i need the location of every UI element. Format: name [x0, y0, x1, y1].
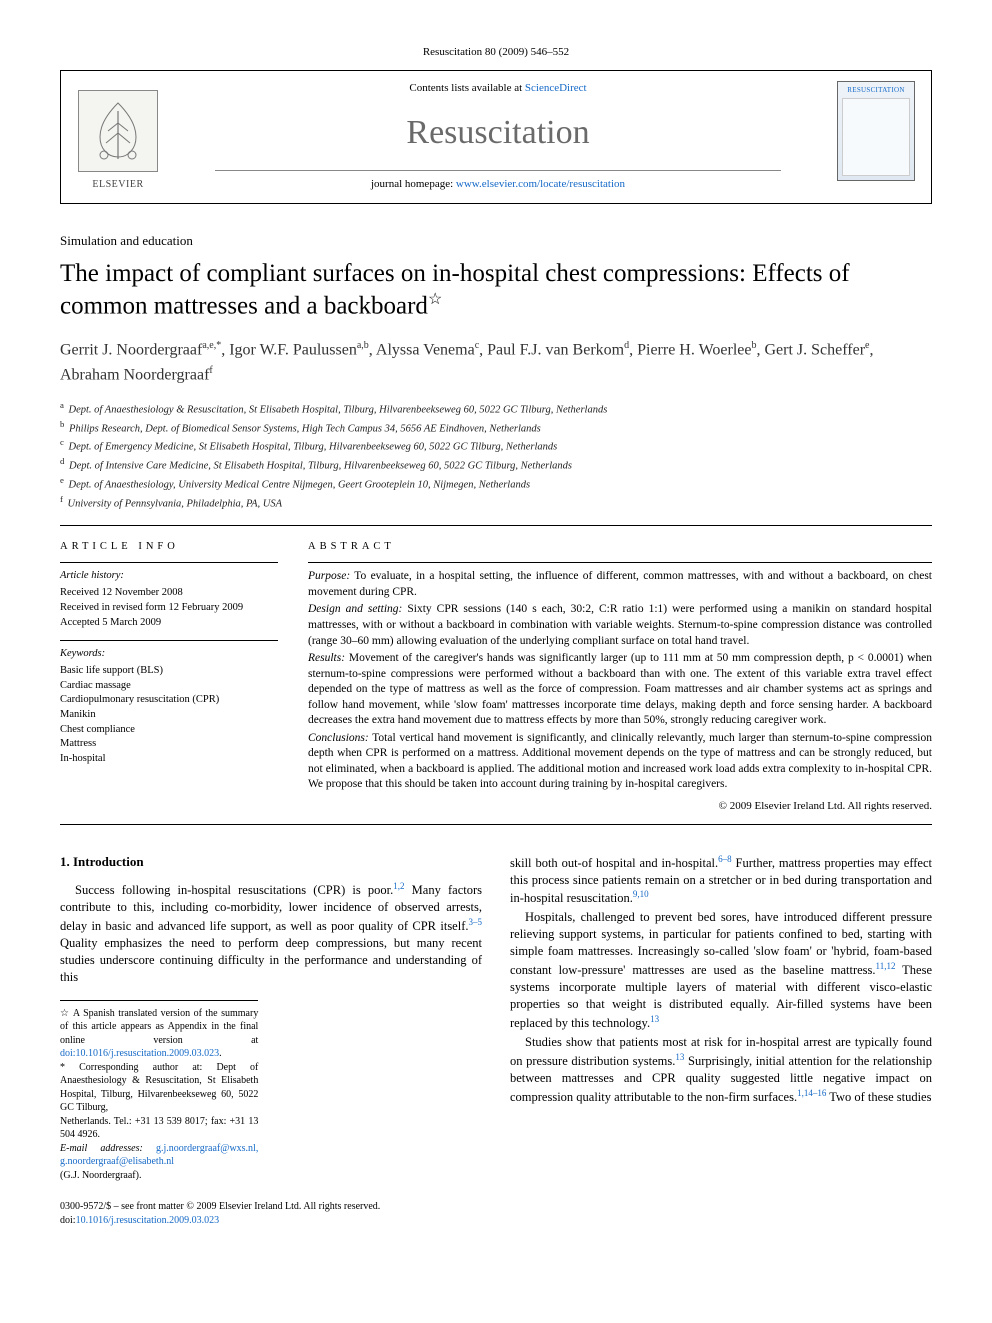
affiliation-line: f University of Pennsylvania, Philadelph…: [60, 493, 932, 512]
journal-name: Resuscitation: [175, 110, 821, 156]
abstract-paragraph: Conclusions: Total vertical hand movemen…: [308, 731, 932, 793]
article-title-text: The impact of compliant surfaces on in-h…: [60, 260, 850, 319]
running-head: Resuscitation 80 (2009) 546–552: [60, 45, 932, 60]
footnote-corresponding: * Corresponding author at: Dept of Anaes…: [60, 1061, 258, 1115]
affiliation-line: b Philips Research, Dept. of Biomedical …: [60, 418, 932, 437]
article-history-block: Article history: Received 12 November 20…: [60, 569, 278, 630]
keyword-line: Cardiopulmonary resuscitation (CPR): [60, 693, 278, 708]
affiliation-line: a Dept. of Anaesthesiology & Resuscitati…: [60, 399, 932, 418]
journal-cover-icon: RESUSCITATION: [837, 81, 915, 181]
keyword-line: Manikin: [60, 708, 278, 723]
contents-prefix: Contents lists available at: [409, 82, 524, 94]
history-line: Received in revised form 12 February 200…: [60, 601, 278, 616]
keywords-block: Keywords: Basic life support (BLS)Cardia…: [60, 647, 278, 767]
footer-doi-prefix: doi:: [60, 1215, 76, 1226]
contents-available-line: Contents lists available at ScienceDirec…: [175, 81, 821, 96]
journal-masthead: ELSEVIER Contents lists available at Sci…: [60, 70, 932, 205]
abstract-paragraph: Design and setting: Sixty CPR sessions (…: [308, 602, 932, 649]
affiliation-line: c Dept. of Emergency Medicine, St Elisab…: [60, 436, 932, 455]
keyword-line: Mattress: [60, 737, 278, 752]
footnote-corresponding-2: Netherlands. Tel.: +31 13 539 8017; fax:…: [60, 1115, 258, 1142]
abstract-column: ABSTRACT Purpose: To evaluate, in a hosp…: [308, 532, 932, 813]
keyword-line: Cardiac massage: [60, 679, 278, 694]
homepage-line: journal homepage: www.elsevier.com/locat…: [175, 177, 821, 192]
section-1-heading: 1. Introduction: [60, 853, 482, 871]
bottom-rule: [60, 824, 932, 825]
body-p1: Success following in-hospital resuscitat…: [60, 880, 482, 986]
title-footnote-marker: ☆: [428, 291, 442, 308]
footnote-star: ☆ A Spanish translated version of the su…: [60, 1007, 258, 1061]
body-p2: skill both out-of hospital and in-hospit…: [510, 853, 932, 908]
elsevier-tree-icon: [78, 90, 158, 172]
keywords-label: Keywords:: [60, 647, 278, 662]
section-label: Simulation and education: [60, 232, 932, 250]
journal-homepage-link[interactable]: www.elsevier.com/locate/resuscitation: [456, 178, 625, 190]
body-p4: Studies show that patients most at risk …: [510, 1034, 932, 1106]
publisher-block: ELSEVIER: [73, 81, 163, 192]
article-info-heading: ARTICLE INFO: [60, 540, 278, 554]
footer-doi-link[interactable]: 10.1016/j.resuscitation.2009.03.023: [76, 1215, 220, 1226]
abstract-paragraph: Purpose: To evaluate, in a hospital sett…: [308, 569, 932, 600]
sciencedirect-link[interactable]: ScienceDirect: [525, 82, 587, 94]
footnote-star-text: ☆ A Spanish translated version of the su…: [60, 1008, 258, 1046]
article-title: The impact of compliant surfaces on in-h…: [60, 258, 932, 322]
homepage-prefix: journal homepage:: [371, 178, 456, 190]
history-line: Accepted 5 March 2009: [60, 616, 278, 631]
footer-line-1: 0300-9572/$ – see front matter © 2009 El…: [60, 1200, 932, 1214]
abstract-copyright: © 2009 Elsevier Ireland Ltd. All rights …: [308, 799, 932, 814]
abstract-paragraph: Results: Movement of the caregiver's han…: [308, 651, 932, 729]
body-p3: Hospitals, challenged to prevent bed sor…: [510, 909, 932, 1031]
email-label: E-mail addresses:: [60, 1143, 143, 1154]
body-text: 1. Introduction Success following in-hos…: [60, 853, 932, 1183]
footnote-email-person: (G.J. Noordergraaf).: [60, 1169, 258, 1183]
cover-label: RESUSCITATION: [847, 86, 904, 95]
top-rule: [60, 525, 932, 526]
author-list: Gerrit J. Noordergraafa,e,*, Igor W.F. P…: [60, 338, 932, 387]
keyword-line: In-hospital: [60, 752, 278, 767]
footnote-star-doi-link[interactable]: doi:10.1016/j.resuscitation.2009.03.023: [60, 1048, 219, 1059]
abstract-heading: ABSTRACT: [308, 540, 932, 554]
masthead-center: Contents lists available at ScienceDirec…: [175, 81, 821, 192]
footnotes: ☆ A Spanish translated version of the su…: [60, 1000, 258, 1183]
affiliation-line: d Dept. of Intensive Care Medicine, St E…: [60, 455, 932, 474]
affiliation-line: e Dept. of Anaesthesiology, University M…: [60, 474, 932, 493]
masthead-rule: [215, 170, 781, 171]
history-line: Received 12 November 2008: [60, 586, 278, 601]
footer-line-2: doi:10.1016/j.resuscitation.2009.03.023: [60, 1214, 932, 1228]
affiliations: a Dept. of Anaesthesiology & Resuscitati…: [60, 399, 932, 511]
cover-thumb-block: RESUSCITATION: [833, 81, 919, 192]
footnote-email: E-mail addresses: g.j.noordergraaf@wxs.n…: [60, 1142, 258, 1169]
abs-rule: [308, 562, 932, 563]
history-label: Article history:: [60, 569, 278, 584]
publisher-name: ELSEVIER: [92, 178, 143, 192]
keyword-line: Chest compliance: [60, 723, 278, 738]
article-info-column: ARTICLE INFO Article history: Received 1…: [60, 532, 278, 813]
keyword-line: Basic life support (BLS): [60, 664, 278, 679]
page-footer: 0300-9572/$ – see front matter © 2009 El…: [60, 1200, 932, 1228]
info-rule-2: [60, 640, 278, 641]
info-rule-1: [60, 562, 278, 563]
